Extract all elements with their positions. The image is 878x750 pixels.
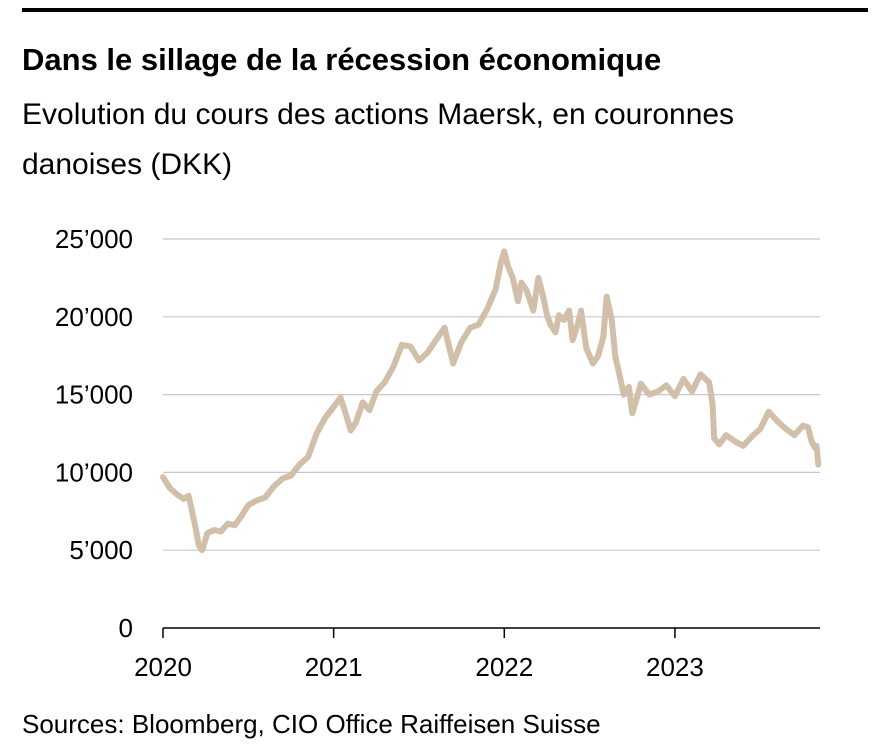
- y-tick-label: 5’000: [69, 535, 133, 565]
- y-tick-label: 0: [119, 613, 133, 643]
- grid-lines: [163, 238, 820, 551]
- y-tick-label: 25’000: [55, 224, 133, 254]
- x-tick-label: 2020: [134, 652, 192, 682]
- chart-subtitle: Evolution du cours des actions Maersk, e…: [22, 98, 735, 181]
- source-note: Sources: Bloomberg, CIO Office Raiffeise…: [22, 709, 601, 739]
- y-axis-tick-labels: 0 5’000 10’000 15’000 20’000 25’000: [55, 224, 133, 643]
- x-tick-label: 2021: [305, 652, 363, 682]
- y-tick-label: 10’000: [55, 457, 133, 487]
- series-line-maersk: [160, 248, 822, 554]
- x-tick-label: 2023: [646, 652, 704, 682]
- y-tick-label: 20’000: [55, 302, 133, 332]
- y-tick-label: 15’000: [55, 380, 133, 410]
- chart-title: Dans le sillage de la récession économiq…: [22, 42, 662, 77]
- top-rule: [22, 8, 868, 12]
- x-axis-tick-labels: 2020 2021 2022 2023: [134, 652, 704, 682]
- series-layer: [160, 248, 822, 554]
- x-tick-label: 2022: [475, 652, 533, 682]
- x-axis: [162, 627, 820, 638]
